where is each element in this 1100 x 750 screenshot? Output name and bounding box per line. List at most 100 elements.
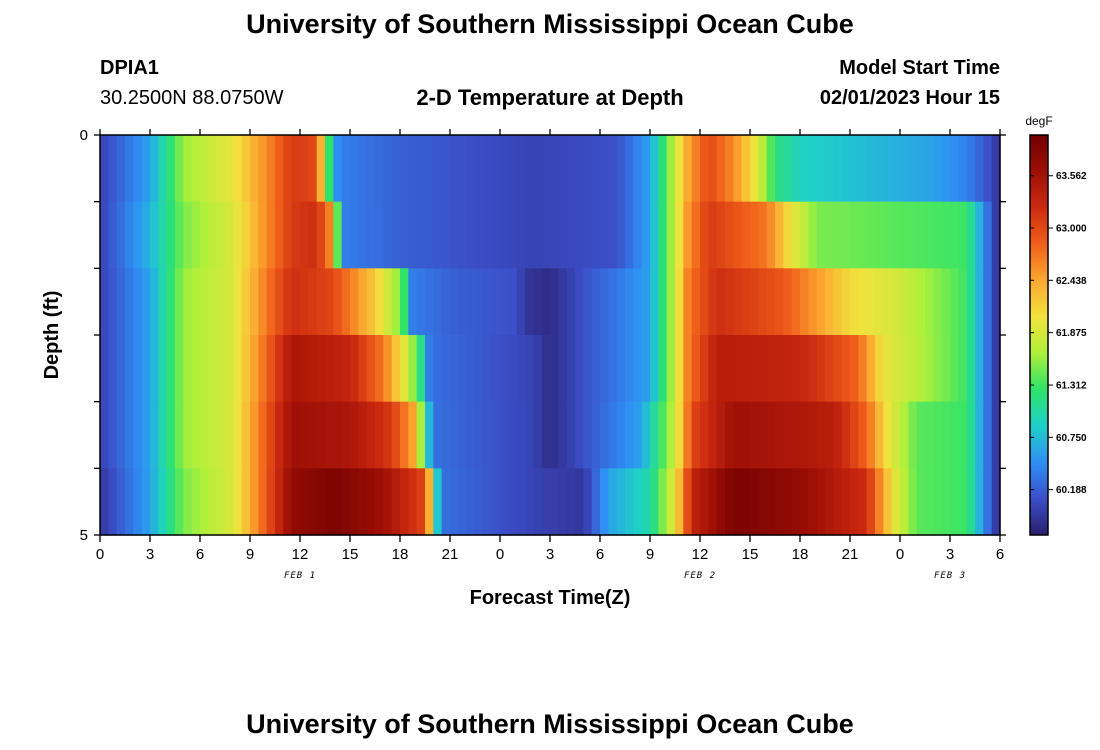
- heatmap-cell: [858, 201, 868, 269]
- heatmap-cell: [750, 401, 759, 469]
- heatmap-cell: [800, 201, 809, 269]
- heatmap-cell: [116, 335, 126, 403]
- heatmap-cell: [833, 468, 843, 536]
- heatmap-cell: [558, 401, 568, 469]
- heatmap-cell: [825, 468, 834, 536]
- x-tick-label: 0: [896, 546, 904, 563]
- heatmap-cell: [650, 201, 659, 269]
- date-label: FEB 3: [934, 571, 966, 581]
- heatmap-cell: [125, 468, 134, 536]
- heatmap-cell: [233, 335, 243, 403]
- heatmap-cell: [933, 401, 943, 469]
- heatmap-cell: [800, 268, 809, 336]
- heatmap-cell: [175, 201, 184, 269]
- heatmap-cell: [341, 468, 351, 536]
- heatmap-cell: [866, 135, 876, 203]
- heatmap-cell: [150, 335, 159, 403]
- heatmap-cell: [358, 135, 368, 203]
- x-tick-label: 15: [342, 546, 359, 563]
- heatmap-cell: [466, 468, 476, 536]
- heatmap-cell: [200, 268, 209, 336]
- heatmap-cell: [725, 201, 734, 269]
- heatmap-cell: [391, 268, 401, 336]
- heatmap-cell: [250, 335, 259, 403]
- heatmap-cell: [633, 335, 643, 403]
- heatmap-cell: [650, 468, 659, 536]
- heatmap-cell: [133, 268, 143, 336]
- heatmap-cell: [708, 135, 718, 203]
- heatmap-cell: [908, 335, 918, 403]
- heatmap-cell: [975, 201, 984, 269]
- heatmap-cell: [183, 468, 193, 536]
- heatmap-cell: [600, 135, 609, 203]
- heatmap-cell: [100, 135, 109, 203]
- heatmap-cell: [475, 201, 484, 269]
- heatmap-cell: [858, 401, 868, 469]
- heatmap-cell: [275, 201, 284, 269]
- heatmap-cell: [600, 468, 609, 536]
- heatmap-cell: [708, 268, 718, 336]
- heatmap-cell: [875, 268, 884, 336]
- heatmap-cell: [641, 268, 651, 336]
- heatmap-cell: [550, 268, 559, 336]
- heatmap-cell: [258, 335, 268, 403]
- heatmap-cell: [166, 468, 176, 536]
- heatmap-cell: [575, 135, 584, 203]
- heatmap-cell: [283, 135, 293, 203]
- heatmap-cell: [908, 201, 918, 269]
- heatmap-cell: [650, 135, 659, 203]
- heatmap-cell: [758, 335, 768, 403]
- heatmap-cell: [833, 335, 843, 403]
- heatmap-cell: [466, 268, 476, 336]
- colorbar-gradient: [1029, 134, 1049, 536]
- heatmap-cell: [325, 268, 334, 336]
- heatmap-cell: [850, 135, 859, 203]
- heatmap-cell: [241, 335, 251, 403]
- heatmap-cell: [475, 268, 484, 336]
- heatmap-cell: [133, 335, 143, 403]
- heatmap-cell: [591, 468, 601, 536]
- heatmap-cell: [383, 268, 393, 336]
- heatmap-cell: [691, 401, 701, 469]
- heatmap-cell: [558, 268, 568, 336]
- heatmap-cell: [700, 335, 709, 403]
- heatmap-cell: [866, 201, 876, 269]
- x-tick-label: 15: [742, 546, 759, 563]
- heatmap-cell: [766, 201, 776, 269]
- heatmap-cell: [266, 201, 276, 269]
- heatmap-cell: [741, 468, 751, 536]
- heatmap-cell: [666, 401, 676, 469]
- station-id: DPIA1: [100, 57, 159, 79]
- heatmap-cell: [175, 335, 184, 403]
- heatmap-cell: [433, 268, 443, 336]
- heatmap-cell: [241, 201, 251, 269]
- heatmap-cell: [991, 401, 1001, 469]
- heatmap-cell: [433, 135, 443, 203]
- heatmap-cell: [675, 268, 684, 336]
- heatmap-cell: [425, 335, 434, 403]
- heatmap-cell: [308, 135, 318, 203]
- heatmap-cell: [416, 201, 426, 269]
- y-axis-label: Depth (ft): [41, 291, 63, 380]
- heatmap-cell: [258, 401, 268, 469]
- heatmap-cell: [566, 135, 576, 203]
- heatmap-cell: [883, 335, 893, 403]
- heatmap-cell: [441, 135, 451, 203]
- heatmap-cell: [483, 201, 493, 269]
- heatmap-cell: [400, 401, 409, 469]
- heatmap-cell: [141, 201, 151, 269]
- heatmap-cell: [966, 468, 976, 536]
- heatmap-cell: [466, 335, 476, 403]
- heatmap-cell: [925, 401, 934, 469]
- heatmap-cell: [383, 401, 393, 469]
- heatmap-cell: [283, 468, 293, 536]
- heatmap-cell: [216, 135, 226, 203]
- heatmap-cell: [108, 401, 118, 469]
- heatmap-cell: [300, 335, 309, 403]
- heatmap-cell: [675, 468, 684, 536]
- y-tick-label: 5: [80, 527, 88, 544]
- heatmap-cell: [125, 135, 134, 203]
- heatmap-cell: [300, 201, 309, 269]
- heatmap-cell: [466, 135, 476, 203]
- heatmap-cell: [708, 335, 718, 403]
